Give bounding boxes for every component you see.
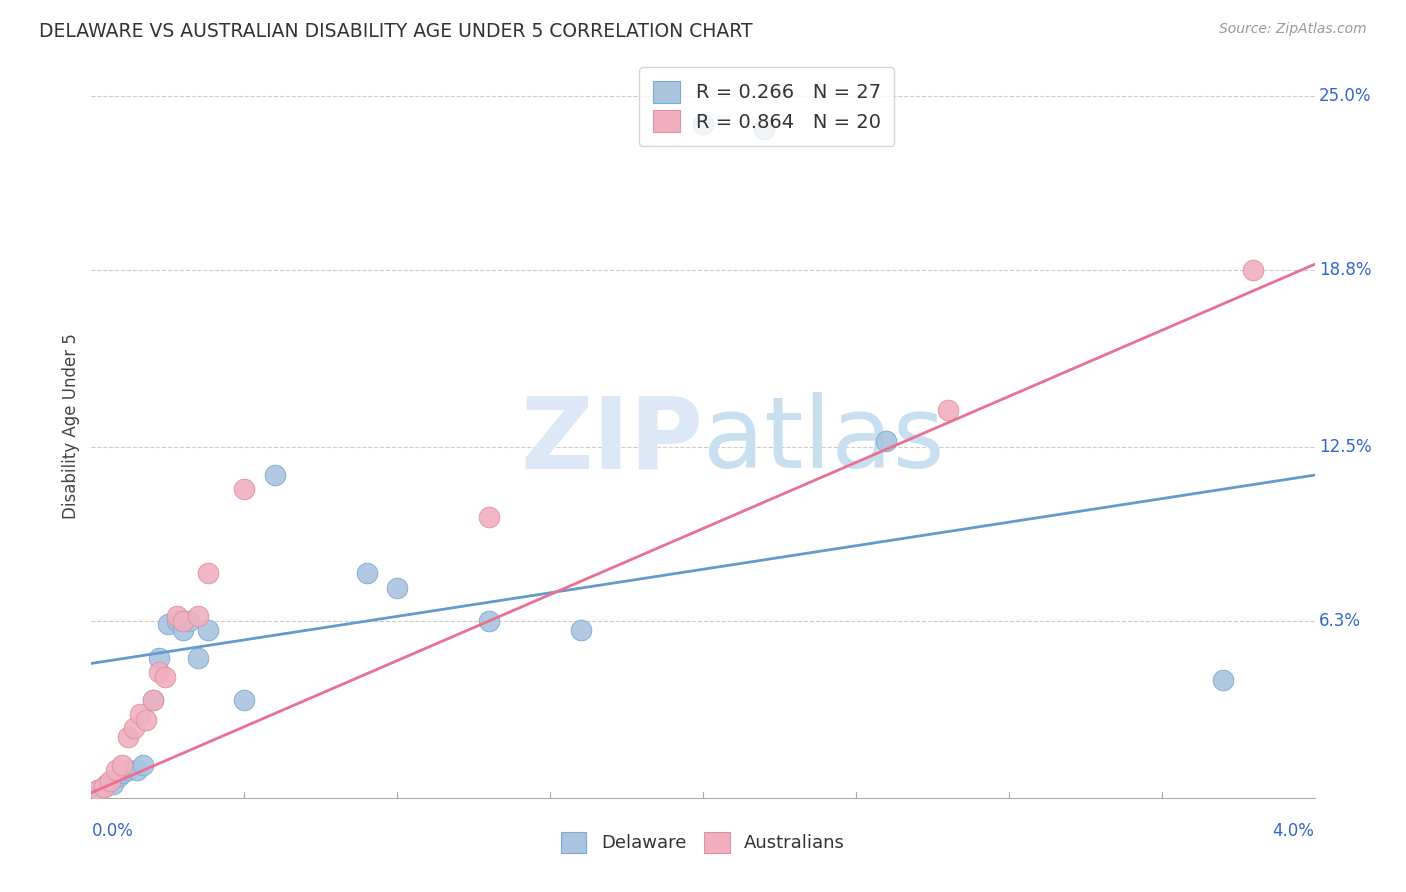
Point <box>166 614 188 628</box>
Text: Source: ZipAtlas.com: Source: ZipAtlas.com <box>1219 22 1367 37</box>
Point <box>754 122 776 136</box>
Y-axis label: Disability Age Under 5: Disability Age Under 5 <box>62 333 80 519</box>
Point <box>135 713 157 727</box>
Text: 18.8%: 18.8% <box>1319 261 1371 279</box>
Point <box>179 614 201 628</box>
Point <box>187 650 209 665</box>
Text: 4.0%: 4.0% <box>1272 822 1315 840</box>
Legend: Delaware, Australians: Delaware, Australians <box>554 825 852 860</box>
Point <box>197 566 219 581</box>
Point <box>478 510 501 524</box>
Point <box>108 769 131 783</box>
Point <box>93 780 115 794</box>
Point <box>569 623 592 637</box>
Point <box>111 766 134 780</box>
Point <box>692 117 714 131</box>
Point <box>111 757 134 772</box>
Text: ZIP: ZIP <box>520 392 703 490</box>
Point <box>86 783 108 797</box>
Point <box>129 706 152 721</box>
Point <box>122 721 145 735</box>
Point <box>172 623 194 637</box>
Point <box>385 581 409 595</box>
Point <box>96 777 118 791</box>
Text: 12.5%: 12.5% <box>1319 438 1371 456</box>
Point <box>936 403 959 417</box>
Point <box>166 608 188 623</box>
Point <box>478 614 501 628</box>
Point <box>148 650 170 665</box>
Point <box>233 482 256 496</box>
Text: DELAWARE VS AUSTRALIAN DISABILITY AGE UNDER 5 CORRELATION CHART: DELAWARE VS AUSTRALIAN DISABILITY AGE UN… <box>39 22 754 41</box>
Point <box>93 780 115 794</box>
Point <box>98 774 121 789</box>
Point <box>117 763 139 777</box>
Point <box>101 777 124 791</box>
Text: 25.0%: 25.0% <box>1319 87 1371 104</box>
Point <box>141 693 163 707</box>
Point <box>1212 673 1234 688</box>
Point <box>187 608 209 623</box>
Point <box>104 763 127 777</box>
Point <box>127 763 149 777</box>
Text: 6.3%: 6.3% <box>1319 612 1361 631</box>
Point <box>132 757 155 772</box>
Text: 0.0%: 0.0% <box>91 822 134 840</box>
Point <box>141 693 163 707</box>
Point <box>172 614 194 628</box>
Point <box>156 617 179 632</box>
Point <box>148 665 170 679</box>
Text: atlas: atlas <box>703 392 945 490</box>
Point <box>1243 263 1265 277</box>
Point <box>875 434 897 449</box>
Point <box>153 671 176 685</box>
Point <box>117 730 139 744</box>
Point <box>264 468 287 483</box>
Point <box>356 566 378 581</box>
Point <box>197 623 219 637</box>
Point <box>86 783 108 797</box>
Point <box>233 693 256 707</box>
